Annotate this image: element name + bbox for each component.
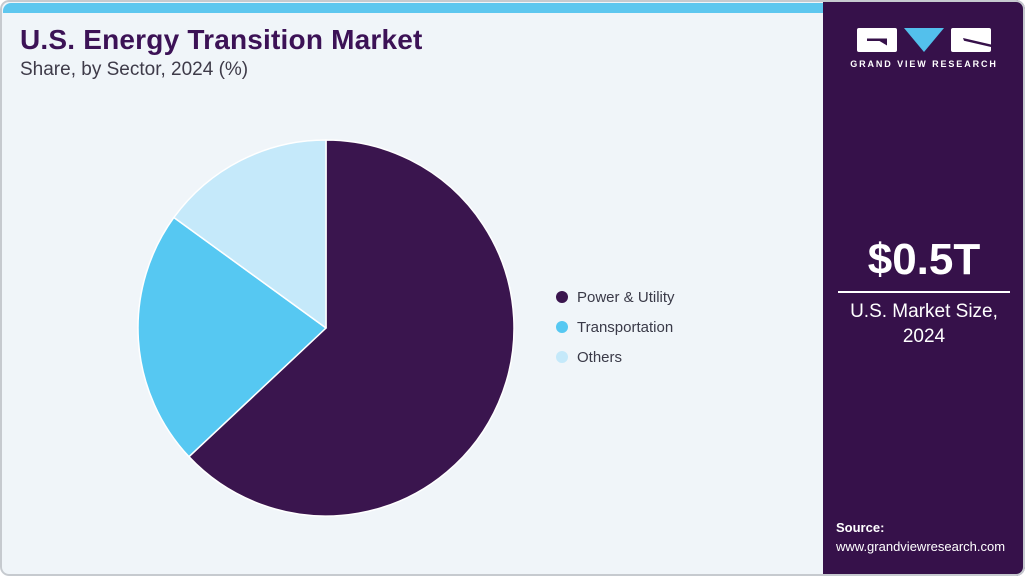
pie-slice xyxy=(137,216,327,458)
legend-item-others: Others xyxy=(556,347,675,367)
source-block: Source: www.grandviewresearch.com xyxy=(836,519,1005,557)
legend-item-power-utility: Power & Utility xyxy=(556,287,675,307)
chart-panel: U.S. Energy Transition Market Share, by … xyxy=(0,0,823,576)
legend: Power & Utility Transportation Others xyxy=(556,287,675,367)
pie-slice xyxy=(188,139,515,517)
pie-chart xyxy=(136,138,516,518)
divider-line xyxy=(838,291,1010,293)
pie-slice xyxy=(173,139,327,329)
sidebar: GRAND VIEW RESEARCH $0.5T U.S. Market Si… xyxy=(823,0,1025,576)
gvr-logo-text: GRAND VIEW RESEARCH xyxy=(850,59,998,69)
source-label: Source: xyxy=(836,520,885,536)
legend-label: Power & Utility xyxy=(577,288,675,306)
legend-swatch-icon xyxy=(556,321,568,333)
market-size-label-line2: 2024 xyxy=(902,325,946,347)
market-size-block: $0.5T U.S. Market Size, 2024 xyxy=(823,238,1025,349)
gvr-logo-icon xyxy=(857,28,991,52)
market-size-label-line1: U.S. Market Size, xyxy=(850,301,998,322)
page-subtitle: Share, by Sector, 2024 (%) xyxy=(20,59,249,80)
top-accent-bar xyxy=(3,3,823,13)
market-size-label: U.S. Market Size, 2024 xyxy=(823,300,1025,349)
source-url: www.grandviewresearch.com xyxy=(836,539,1006,555)
gvr-logo: GRAND VIEW RESEARCH xyxy=(823,28,1025,69)
market-size-value: $0.5T xyxy=(867,235,981,284)
legend-label: Others xyxy=(577,348,623,366)
legend-label: Transportation xyxy=(577,318,674,336)
page-title: U.S. Energy Transition Market xyxy=(20,24,423,55)
legend-swatch-icon xyxy=(556,291,568,303)
legend-swatch-icon xyxy=(556,351,568,363)
legend-item-transportation: Transportation xyxy=(556,317,675,337)
